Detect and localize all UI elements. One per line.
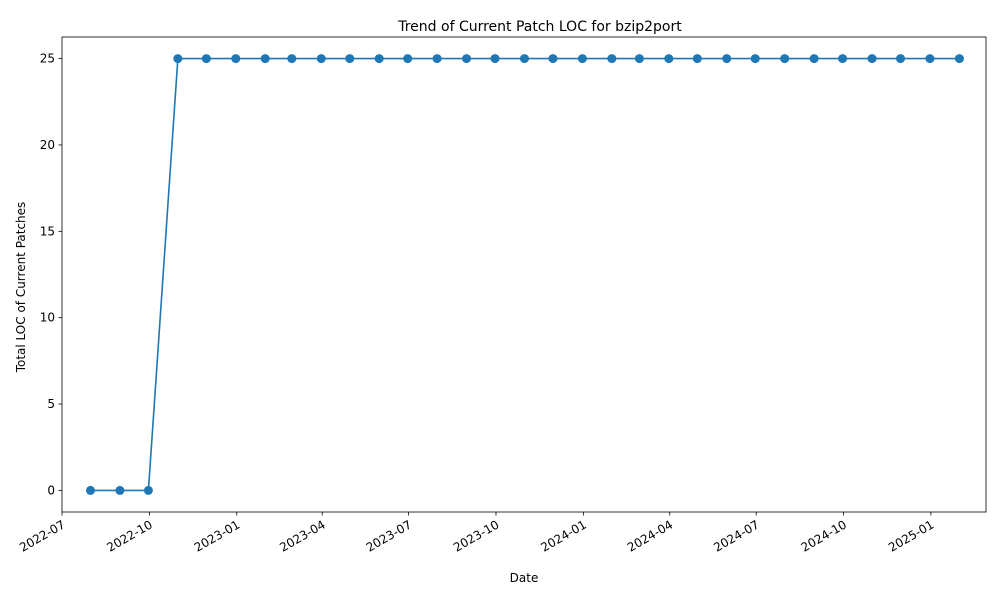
data-point — [634, 54, 644, 64]
plot-area: 0 5 10 15 20 25 2022-07 2022-10 2023-01 2023-04 20… — [17, 36, 987, 555]
data-point — [925, 54, 935, 64]
chart-title: Trend of Current Patch LOC for bzip2port — [397, 19, 682, 35]
data-point — [490, 54, 500, 64]
y-tick-label: 10 — [40, 311, 55, 325]
y-tick-label: 5 — [47, 397, 55, 411]
data-point — [231, 54, 241, 64]
plot-frame — [61, 36, 987, 513]
data-point — [692, 54, 702, 64]
data-point — [462, 54, 472, 64]
data-point — [173, 54, 183, 64]
data-point — [607, 54, 617, 64]
y-tick-label: 15 — [40, 224, 55, 238]
x-tick-label: 2024-01 — [538, 517, 588, 554]
x-tick-label: 2023-07 — [364, 517, 414, 554]
x-tick-label: 2024-04 — [625, 517, 675, 554]
data-point — [85, 485, 95, 495]
data-point — [664, 54, 674, 64]
data-point — [260, 54, 270, 64]
data-point — [374, 54, 384, 64]
y-axis-label: Total LOC of Current Patches — [14, 202, 28, 374]
data-point — [750, 54, 760, 64]
data-point — [287, 54, 297, 64]
data-point — [548, 54, 558, 64]
data-point — [722, 54, 732, 64]
x-axis-label: Date — [510, 571, 539, 585]
data-point — [896, 54, 906, 64]
data-point — [838, 54, 848, 64]
data-point — [345, 54, 355, 64]
x-tick-label: 2023-10 — [451, 517, 501, 554]
data-point — [954, 54, 964, 64]
x-tick-label: 2022-10 — [104, 517, 154, 554]
data-point — [780, 54, 790, 64]
series-line — [90, 57, 960, 492]
data-point — [316, 54, 326, 64]
y-tick-label: 20 — [40, 138, 55, 152]
x-tick-label: 2023-04 — [277, 517, 327, 554]
y-tick-label: 25 — [40, 52, 55, 66]
x-tick-label: 2024-07 — [711, 517, 761, 554]
data-point — [432, 54, 442, 64]
data-point — [809, 54, 819, 64]
data-point — [115, 485, 125, 495]
data-point — [201, 54, 211, 64]
x-tick-label: 2022-07 — [17, 517, 67, 554]
y-tick-label: 0 — [47, 483, 55, 497]
x-tick-label: 2025-01 — [886, 517, 936, 554]
x-tick-label: 2024-10 — [799, 517, 849, 554]
x-tick-label: 2023-01 — [192, 517, 242, 554]
data-point — [577, 54, 587, 64]
data-point — [143, 485, 153, 495]
data-point — [867, 54, 877, 64]
data-point — [519, 54, 529, 64]
data-point — [403, 54, 413, 64]
